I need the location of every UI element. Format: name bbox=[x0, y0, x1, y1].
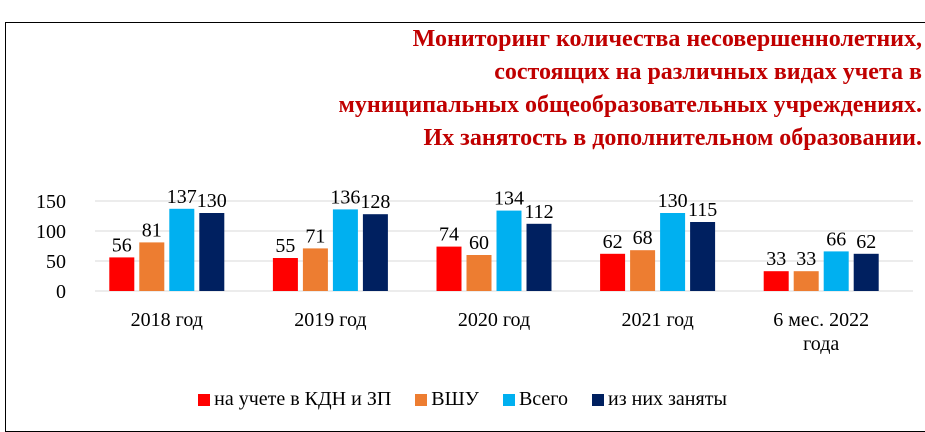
data-label: 33 bbox=[766, 248, 786, 270]
bar bbox=[169, 208, 195, 291]
bar bbox=[199, 213, 225, 291]
data-label: 62 bbox=[856, 231, 876, 253]
bar bbox=[272, 258, 298, 291]
bar bbox=[496, 210, 522, 291]
legend-item: Всего bbox=[502, 388, 569, 411]
data-label: 71 bbox=[305, 225, 325, 247]
legend: на учете в КДН и ЗП ВШУ Всего из них заняты bbox=[0, 388, 925, 411]
bar bbox=[109, 257, 135, 291]
data-label: 81 bbox=[142, 219, 162, 241]
x-tick-label: 2019 год bbox=[294, 309, 367, 331]
data-label: 66 bbox=[826, 228, 846, 250]
bar bbox=[823, 251, 849, 291]
legend-label: Всего bbox=[518, 388, 569, 410]
chart-title: муниципальных общеобразовательных учрежд… bbox=[339, 92, 922, 118]
y-tick-label: 150 bbox=[36, 191, 66, 213]
bar bbox=[139, 242, 165, 291]
y-tick-label: 100 bbox=[36, 221, 66, 243]
bar bbox=[793, 271, 819, 291]
data-label: 56 bbox=[112, 234, 132, 256]
legend-swatch bbox=[415, 393, 428, 406]
bar bbox=[763, 271, 789, 291]
data-label: 134 bbox=[494, 188, 524, 210]
bar bbox=[526, 223, 552, 291]
legend-item: на учете в КДН и ЗП bbox=[198, 388, 391, 411]
chart-title: Их занятость в дополнительном образовани… bbox=[424, 125, 922, 151]
bar bbox=[853, 253, 879, 291]
bar bbox=[302, 248, 328, 291]
data-label: 128 bbox=[360, 191, 390, 213]
x-tick-label: 2021 год bbox=[621, 309, 694, 331]
data-label: 137 bbox=[167, 186, 197, 208]
legend-label: на учете в КДН и ЗП bbox=[214, 388, 392, 410]
bar bbox=[436, 246, 462, 291]
bar bbox=[332, 209, 358, 291]
chart-title: Мониторинг количества несовершеннолетних… bbox=[413, 26, 922, 52]
x-tick-label: 6 мес. 2022 года bbox=[773, 309, 870, 355]
data-label: 33 bbox=[796, 248, 816, 270]
data-label: 112 bbox=[524, 201, 553, 223]
x-tick-label: 2020 год bbox=[457, 309, 531, 331]
legend-item: из них заняты bbox=[592, 388, 727, 411]
y-tick-label: 0 bbox=[56, 281, 66, 303]
y-tick-label: 50 bbox=[46, 251, 66, 273]
x-tick-label: 2018 год bbox=[130, 309, 203, 331]
data-label: 136 bbox=[330, 186, 360, 208]
bar bbox=[466, 255, 492, 291]
bar bbox=[362, 214, 388, 291]
bar bbox=[600, 253, 626, 291]
legend-swatch bbox=[592, 393, 605, 406]
legend-swatch bbox=[198, 393, 211, 406]
bar bbox=[660, 213, 686, 291]
chart-title: состоящих на различных видах учета в bbox=[494, 59, 922, 85]
data-label: 62 bbox=[603, 231, 623, 253]
bar bbox=[630, 250, 656, 291]
legend-label: ВШУ bbox=[431, 388, 479, 410]
data-label: 55 bbox=[275, 235, 295, 257]
data-label: 130 bbox=[658, 190, 688, 212]
legend-swatch bbox=[502, 393, 515, 406]
data-label: 68 bbox=[633, 227, 653, 249]
data-label: 74 bbox=[439, 224, 459, 246]
bar bbox=[690, 222, 716, 291]
data-label: 60 bbox=[469, 232, 489, 254]
data-label: 130 bbox=[197, 190, 227, 212]
legend-item: ВШУ bbox=[415, 388, 479, 411]
data-label: 115 bbox=[688, 199, 717, 221]
legend-label: из них заняты bbox=[608, 388, 727, 410]
